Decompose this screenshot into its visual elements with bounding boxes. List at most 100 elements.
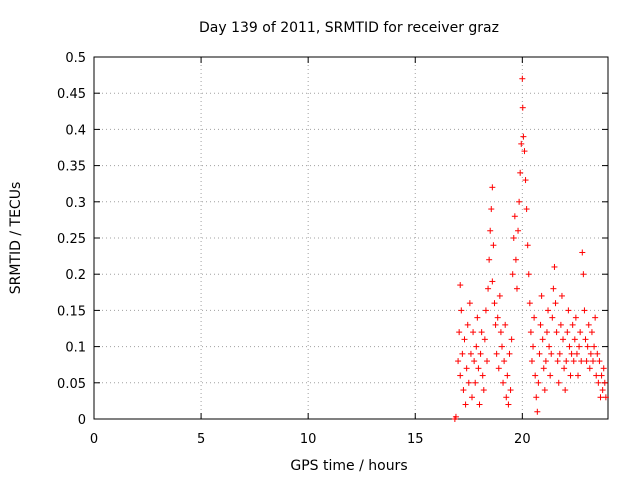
data-point [600,365,607,372]
data-point [497,329,504,336]
data-point [521,148,528,155]
data-point [452,413,459,420]
data-point [488,206,495,213]
data-point [522,177,529,184]
data-point [527,329,534,336]
data-point [539,336,546,343]
y-tick-label: 0.3 [65,196,86,211]
chart-title: Day 139 of 2011, SRMTID for receiver gra… [199,20,499,36]
data-point [462,401,469,408]
data-point [541,387,548,394]
data-point [471,358,478,365]
data-point [503,394,510,401]
data-point [597,394,604,401]
data-point [587,350,594,357]
data-point [577,329,584,336]
data-point [525,271,532,278]
data-point [481,336,488,343]
y-tick-label: 0.5 [65,51,86,66]
y-tick-label: 0.2 [65,268,86,283]
data-point [517,169,524,176]
data-point [489,278,496,285]
data-point [508,336,515,343]
data-point [584,343,591,350]
data-point [572,314,579,321]
data-point [599,387,606,394]
data-point [509,271,516,278]
data-point [578,358,585,365]
data-point [469,394,476,401]
data-point [480,387,487,394]
data-point [474,314,481,321]
data-point [457,372,464,379]
data-point [520,133,527,140]
data-point [518,140,525,147]
x-tick-label: 0 [90,432,98,447]
y-tick-label: 0.15 [57,304,86,319]
data-point [513,285,520,292]
data-point [495,365,502,372]
data-point [496,292,503,299]
data-point [547,372,554,379]
data-point [558,292,565,299]
data-points [451,75,609,422]
data-point [526,300,533,307]
data-point [511,213,518,220]
data-point [482,307,489,314]
data-point [549,314,556,321]
data-point [566,343,573,350]
data-point [598,372,605,379]
data-point [594,350,601,357]
data-point [583,358,590,365]
data-point [472,379,479,386]
data-point [570,358,577,365]
data-point [540,365,547,372]
data-point [515,227,522,234]
data-point [551,263,558,270]
data-point [479,372,486,379]
data-point [516,198,523,205]
data-point [519,104,526,111]
data-point [533,394,540,401]
y-tick-label: 0.1 [65,341,86,356]
data-point [569,321,576,328]
data-point [523,206,530,213]
data-point [576,343,583,350]
data-point [601,379,608,386]
data-point [476,401,483,408]
data-point [535,379,542,386]
data-point [580,271,587,278]
data-point [591,343,598,350]
y-tick-label: 0.25 [57,232,86,247]
data-point [556,350,563,357]
data-point [564,329,571,336]
data-point [489,184,496,191]
data-point [459,350,466,357]
data-point [571,336,578,343]
data-point [592,314,599,321]
x-tick-label: 10 [300,432,317,447]
x-tick-label: 5 [197,432,205,447]
data-point [530,343,537,350]
data-point [456,329,463,336]
data-point [505,401,512,408]
data-point [463,365,470,372]
data-point [490,242,497,249]
data-point [524,242,531,249]
data-point [510,235,517,241]
data-point [455,358,462,365]
data-point [596,358,603,365]
data-point [461,336,468,343]
data-point [537,321,544,328]
data-point [581,307,588,314]
data-point [563,358,570,365]
data-point [579,249,586,256]
data-point [602,394,609,401]
data-point [458,307,465,314]
data-point [470,329,477,336]
data-point [561,365,568,372]
data-point [538,292,545,299]
data-point [504,372,511,379]
data-point [568,350,575,357]
